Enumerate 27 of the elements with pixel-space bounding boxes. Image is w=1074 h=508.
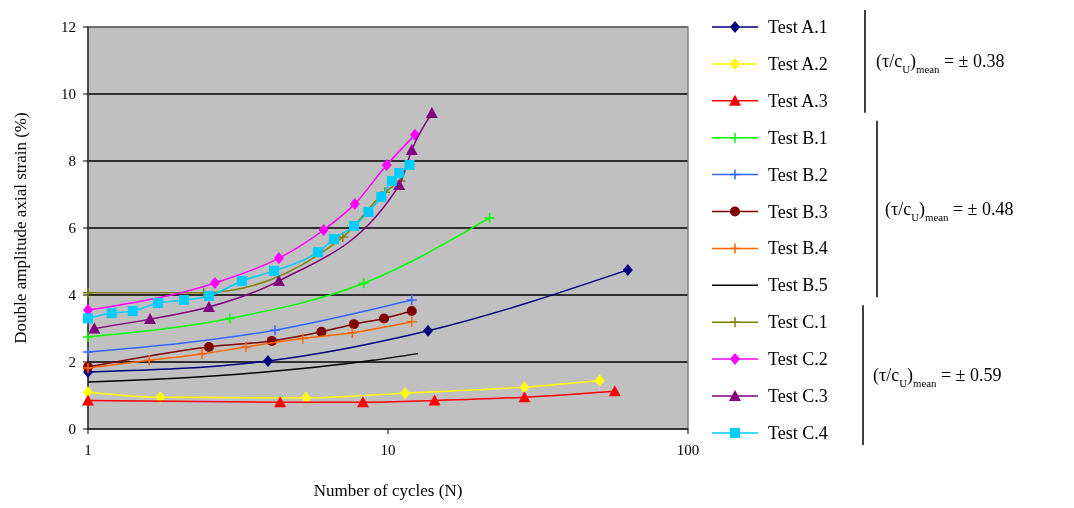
legend-label: Test A.2 — [768, 53, 828, 74]
legend-label: Test C.2 — [768, 349, 828, 370]
legend-label: Test B.3 — [768, 201, 828, 222]
text: (τ/c$_{U}$)$_{mean}$ = ± 0.48 — [885, 199, 1014, 223]
legend-label: Test B.4 — [768, 238, 828, 259]
text: (τ/c$_{U}$)$_{mean}$ = ± 0.38 — [876, 51, 1005, 76]
x-tick-label: 100 — [676, 442, 700, 458]
legend-label: Test B.5 — [768, 275, 828, 296]
legend-label: Test A.3 — [768, 90, 828, 111]
legend-label: Test C.1 — [768, 312, 828, 333]
y-tick-label: 10 — [61, 86, 76, 102]
y-tick-label: 8 — [68, 153, 76, 169]
y-tick-label: 2 — [68, 354, 76, 370]
y-axis-title: Double amplitude axial strain (%) — [11, 112, 30, 344]
y-tick-label: 4 — [68, 287, 77, 303]
y-tick-label: 0 — [68, 421, 76, 437]
legend-label: Test A.1 — [768, 17, 828, 37]
y-tick-label: 6 — [68, 220, 77, 236]
text: (τ/c$_{U}$)$_{mean}$ = ± 0.59 — [873, 365, 1002, 390]
x-axis-title: Number of cycles (N) — [313, 481, 463, 500]
legend-label: Test B.2 — [768, 164, 828, 185]
x-tick-label: 10 — [380, 442, 396, 458]
x-tick-label: 1 — [84, 442, 92, 458]
y-tick-label: 12 — [61, 19, 76, 35]
legend-label: Test B.1 — [768, 127, 828, 148]
legend-label: Test C.4 — [768, 422, 828, 443]
legend-label: Test C.3 — [768, 386, 828, 406]
